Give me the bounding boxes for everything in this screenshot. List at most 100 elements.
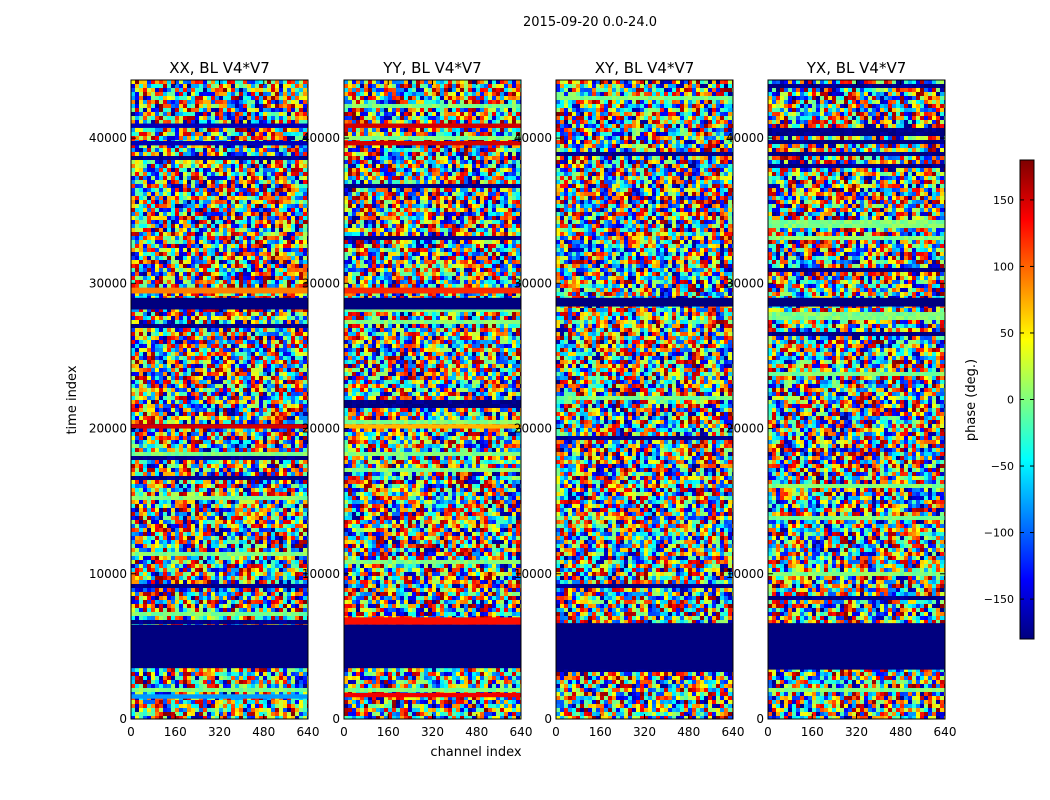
heatmap-cell [259, 336, 263, 340]
heatmap-cell [131, 436, 135, 440]
heatmap-cell [223, 500, 227, 504]
heatmap-cell [295, 384, 299, 388]
heatmap-cell [143, 428, 147, 432]
heatmap-cell [219, 408, 223, 412]
heatmap-cell [191, 96, 195, 100]
heatmap-cell [271, 104, 275, 108]
heatmap-cell [151, 464, 155, 468]
heatmap-cell [267, 160, 271, 164]
heatmap-cell [159, 280, 163, 284]
heatmap-cell [263, 172, 267, 176]
heatmap-cell [131, 216, 135, 220]
heatmap-cell [191, 408, 195, 412]
heatmap-cell [143, 160, 147, 164]
heatmap-cell [259, 364, 263, 368]
heatmap-cell [175, 212, 179, 216]
heatmap-cell [167, 144, 171, 148]
heatmap-cell [183, 116, 187, 120]
heatmap-cell [231, 392, 235, 396]
heatmap-cell [271, 236, 275, 240]
heatmap-cell [247, 412, 251, 416]
heatmap-cell [191, 172, 195, 176]
heatmap-cell [139, 264, 143, 268]
heatmap-cell [135, 448, 139, 452]
heatmap-cell [223, 80, 227, 84]
heatmap-cell [203, 160, 207, 164]
heatmap-cell [159, 180, 163, 184]
heatmap-cell [271, 344, 275, 348]
heatmap-cell [251, 120, 255, 124]
heatmap-cell [179, 324, 183, 328]
heatmap-cell [143, 508, 147, 512]
heatmap-cell [167, 160, 171, 164]
heatmap-cell [231, 220, 235, 224]
heatmap-cell [195, 328, 199, 332]
heatmap-cell [255, 224, 259, 228]
heatmap-cell [215, 408, 219, 412]
heatmap-cell [179, 252, 183, 256]
heatmap-cell [251, 152, 255, 156]
heatmap-cell [163, 412, 167, 416]
heatmap-cell [271, 476, 275, 480]
heatmap-cell [191, 388, 195, 392]
heatmap-cell [143, 164, 147, 168]
heatmap-cell [271, 368, 275, 372]
heatmap-cell [191, 128, 195, 132]
heatmap-cell [255, 480, 259, 484]
heatmap-cell [131, 236, 135, 240]
heatmap-cell [303, 92, 307, 96]
heatmap-cell [183, 208, 187, 212]
heatmap-cell [151, 452, 155, 456]
heatmap-cell [247, 188, 251, 192]
heatmap-cell [131, 128, 135, 132]
heatmap-cell [215, 92, 219, 96]
heatmap-cell [131, 364, 135, 368]
heatmap-cell [195, 324, 199, 328]
heatmap-cell [199, 200, 203, 204]
heatmap-cell [251, 428, 255, 432]
heatmap-cell [143, 480, 147, 484]
heatmap-cell [267, 272, 271, 276]
heatmap-cell [215, 196, 219, 200]
heatmap-cell [215, 324, 219, 328]
heatmap-cell [279, 504, 283, 508]
heatmap-cell [303, 192, 307, 196]
heatmap-cell [163, 464, 167, 468]
heatmap-cell [227, 368, 231, 372]
heatmap-cell [263, 464, 267, 468]
heatmap-cell [155, 392, 159, 396]
heatmap-cell [151, 484, 155, 488]
heatmap-cell [291, 228, 295, 232]
heatmap-cell [183, 340, 187, 344]
heatmap-cell [223, 492, 227, 496]
heatmap-cell [231, 224, 235, 228]
heatmap-cell [227, 252, 231, 256]
heatmap-cell [151, 332, 155, 336]
heatmap-cell [259, 452, 263, 456]
heatmap-cell [227, 412, 231, 416]
heatmap-cell [279, 112, 283, 116]
heatmap-cell [291, 400, 295, 404]
heatmap-cell [155, 420, 159, 424]
heatmap-cell [283, 312, 287, 316]
heatmap-cell [135, 144, 139, 148]
heatmap-cell [215, 496, 219, 500]
heatmap-cell [239, 320, 243, 324]
heatmap-cell [291, 472, 295, 476]
heatmap-cell [239, 456, 243, 460]
heatmap-cell [259, 92, 263, 96]
heatmap-cell [291, 260, 295, 264]
heatmap-cell [171, 328, 175, 332]
heatmap-cell [139, 384, 143, 388]
heatmap-cell [139, 160, 143, 164]
heatmap-cell [235, 292, 239, 296]
heatmap-cell [139, 464, 143, 468]
heatmap-cell [203, 144, 207, 148]
heatmap-cell [243, 516, 247, 520]
heatmap-cell [263, 84, 267, 88]
heatmap-cell [187, 172, 191, 176]
heatmap-cell [243, 408, 247, 412]
heatmap-cell [175, 256, 179, 260]
heatmap-cell [303, 488, 307, 492]
heatmap-cell [147, 96, 151, 100]
